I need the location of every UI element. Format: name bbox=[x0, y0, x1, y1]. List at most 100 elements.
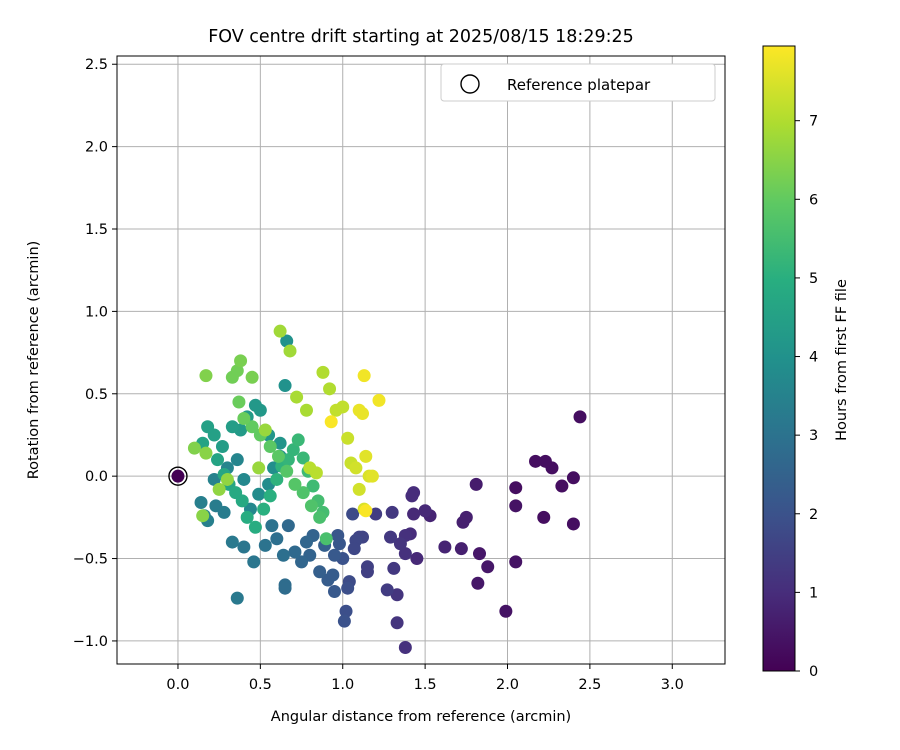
data-point bbox=[270, 532, 284, 546]
data-point bbox=[283, 344, 297, 358]
data-point bbox=[273, 436, 287, 450]
data-point bbox=[369, 507, 383, 521]
data-point bbox=[245, 370, 259, 384]
legend: Reference platepar bbox=[440, 63, 716, 102]
data-point bbox=[352, 403, 366, 417]
data-point bbox=[257, 502, 271, 516]
data-point bbox=[299, 403, 313, 417]
data-point bbox=[359, 504, 373, 518]
data-point bbox=[529, 454, 543, 468]
data-point bbox=[209, 499, 223, 513]
y-tick-label: −1.0 bbox=[73, 634, 108, 650]
data-point bbox=[384, 530, 398, 544]
data-point bbox=[387, 561, 401, 575]
data-point bbox=[196, 509, 210, 523]
colorbar-tick-label: 1 bbox=[809, 585, 818, 601]
data-point bbox=[296, 486, 310, 500]
data-point bbox=[225, 420, 239, 434]
y-tick-label: 0.5 bbox=[85, 387, 108, 403]
legend-entry-reference: Reference platepar bbox=[507, 76, 651, 94]
data-point bbox=[281, 519, 295, 533]
legend-box bbox=[440, 63, 716, 102]
data-point bbox=[290, 390, 304, 404]
data-point bbox=[306, 479, 320, 493]
data-point bbox=[341, 581, 355, 595]
data-point bbox=[296, 451, 310, 465]
data-point bbox=[410, 552, 424, 566]
data-point bbox=[280, 334, 294, 348]
data-point bbox=[248, 398, 262, 412]
x-tick-label: 2.5 bbox=[578, 677, 601, 693]
data-point bbox=[276, 548, 290, 562]
data-point bbox=[380, 583, 394, 597]
data-point bbox=[323, 382, 337, 396]
data-point bbox=[248, 520, 262, 534]
data-point bbox=[258, 538, 272, 552]
data-point bbox=[288, 477, 302, 491]
y-tick-label: 1.5 bbox=[85, 222, 108, 238]
data-point bbox=[286, 443, 300, 457]
data-point bbox=[346, 507, 360, 521]
data-point bbox=[291, 433, 305, 447]
data-point bbox=[230, 591, 244, 605]
x-tick-label: 1.5 bbox=[414, 677, 437, 693]
data-point bbox=[247, 555, 261, 569]
data-point bbox=[573, 410, 587, 424]
data-point bbox=[472, 547, 486, 561]
colorbar-tick-label: 7 bbox=[809, 114, 818, 130]
plot-frame bbox=[116, 55, 726, 665]
data-point bbox=[393, 537, 407, 551]
reference-point bbox=[171, 469, 185, 483]
data-point bbox=[278, 581, 292, 595]
data-point bbox=[499, 604, 513, 618]
data-point bbox=[454, 542, 468, 556]
data-point bbox=[245, 420, 259, 434]
data-point bbox=[385, 505, 399, 519]
x-axis-ticks: 0.0 0.5 1.0 1.5 2.0 2.5 3.0 bbox=[166, 664, 684, 693]
data-point bbox=[336, 400, 350, 414]
data-point bbox=[349, 461, 363, 475]
data-point bbox=[509, 555, 523, 569]
data-point bbox=[263, 440, 277, 454]
data-point bbox=[199, 369, 213, 383]
colorbar-gradient bbox=[762, 45, 796, 672]
y-axis-label: Rotation from reference (arcmin) bbox=[26, 241, 42, 480]
data-point bbox=[509, 499, 523, 513]
data-point bbox=[398, 641, 412, 655]
colorbar-tick-label: 3 bbox=[809, 428, 818, 444]
data-point bbox=[273, 324, 287, 338]
data-point bbox=[271, 449, 285, 463]
data-point bbox=[341, 431, 355, 445]
colorbar-tick-label: 4 bbox=[809, 350, 818, 366]
data-point bbox=[237, 540, 251, 554]
colorbar-tick-label: 0 bbox=[809, 664, 818, 680]
data-point bbox=[234, 354, 248, 368]
data-point bbox=[194, 496, 208, 510]
colorbar-tick-label: 2 bbox=[809, 507, 818, 523]
data-point bbox=[299, 535, 313, 549]
data-point bbox=[566, 517, 580, 531]
data-point bbox=[390, 588, 404, 602]
data-point bbox=[278, 379, 292, 393]
data-point bbox=[230, 364, 244, 378]
y-tick-label: −0.5 bbox=[73, 552, 108, 568]
data-point bbox=[537, 510, 551, 524]
data-point bbox=[235, 494, 249, 508]
data-point bbox=[509, 481, 523, 495]
data-point bbox=[347, 542, 361, 556]
data-point bbox=[240, 510, 254, 524]
scatter-points bbox=[171, 324, 587, 655]
data-point bbox=[207, 472, 221, 486]
data-point bbox=[365, 469, 379, 483]
colorbar-tick-label: 6 bbox=[809, 192, 818, 208]
data-point bbox=[418, 504, 432, 518]
y-tick-label: 1.0 bbox=[85, 304, 108, 320]
data-point bbox=[390, 616, 404, 630]
reference-ring bbox=[168, 466, 188, 486]
data-point bbox=[225, 535, 239, 549]
data-point bbox=[407, 507, 421, 521]
data-point bbox=[252, 487, 266, 501]
data-point bbox=[281, 453, 295, 467]
data-point bbox=[232, 395, 246, 409]
